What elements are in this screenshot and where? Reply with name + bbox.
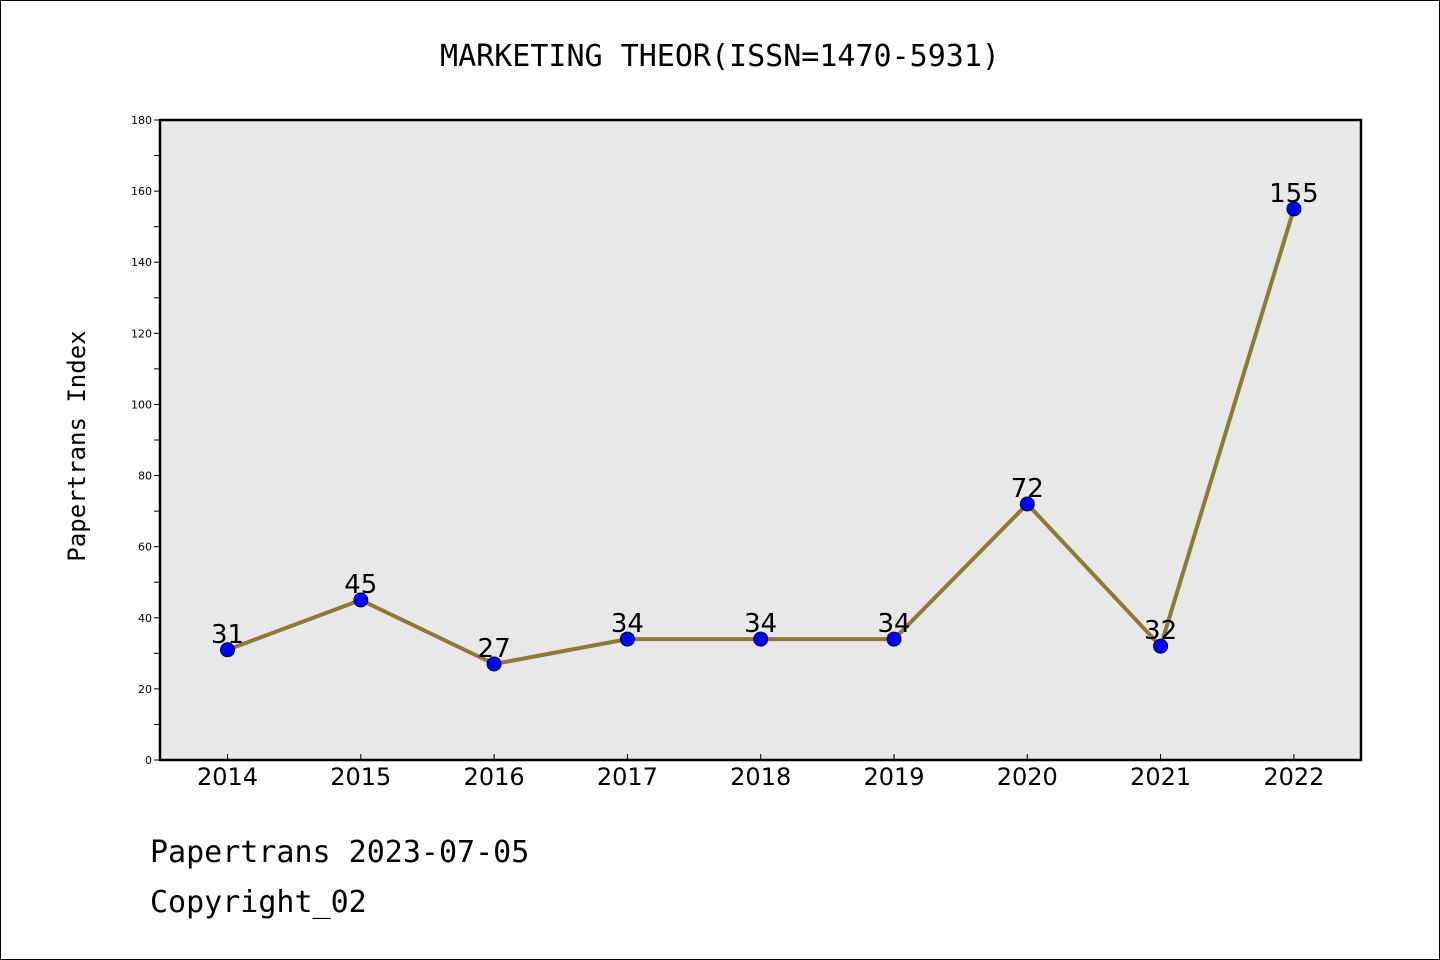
y-axis: 0 20 40 60 80 100 120 140 160 180	[131, 114, 160, 767]
x-tick-label: 2016	[464, 763, 525, 791]
x-tick-label: 2015	[330, 763, 391, 791]
data-labels: 31 45 27 34 34 34 72 32 155	[211, 179, 1319, 664]
y-tick-label: 180	[131, 114, 152, 127]
y-tick-label: 160	[131, 185, 152, 198]
x-tick-label: 2019	[863, 763, 924, 791]
y-tick-label: 120	[131, 327, 152, 340]
data-point	[1153, 638, 1169, 654]
data-label: 31	[211, 620, 244, 650]
x-tick-label: 2022	[1263, 763, 1324, 791]
x-tick-label: 2014	[197, 763, 258, 791]
y-tick-label: 0	[145, 754, 152, 767]
y-tick-label: 40	[138, 612, 152, 625]
y-tick-label: 100	[131, 398, 152, 411]
data-label: 27	[478, 634, 511, 664]
x-tick-label: 2020	[997, 763, 1058, 791]
data-label: 155	[1269, 179, 1319, 209]
data-point	[886, 631, 902, 647]
y-tick-label: 60	[138, 541, 152, 554]
data-point	[353, 592, 369, 608]
chart-title: MARKETING THEOR(ISSN=1470-5931)	[440, 39, 1000, 74]
plot-area	[158, 118, 1363, 762]
y-axis-label: Papertrans Index	[63, 330, 91, 561]
data-label: 34	[744, 609, 777, 639]
data-point	[486, 656, 502, 672]
data-point	[619, 631, 635, 647]
x-tick-label: 2018	[730, 763, 791, 791]
data-label: 34	[611, 609, 644, 639]
x-tick-label: 2021	[1130, 763, 1191, 791]
series-layer	[220, 201, 1302, 672]
footer-date: Papertrans 2023-07-05	[150, 835, 530, 870]
y-tick-label: 20	[138, 683, 152, 696]
y-tick-label: 80	[138, 470, 152, 483]
data-point	[753, 631, 769, 647]
data-point	[1019, 496, 1035, 512]
data-label: 34	[877, 609, 910, 639]
data-label: 45	[344, 570, 377, 600]
x-axis: 2014 2015 2016 2017 2018 2019 2020 2021 2022	[197, 754, 1324, 791]
data-point	[1286, 201, 1302, 217]
data-label: 72	[1011, 474, 1044, 504]
data-point	[220, 642, 235, 658]
data-label: 32	[1144, 616, 1177, 646]
footer-copyright: Copyright_02	[150, 885, 367, 920]
y-tick-label: 140	[131, 256, 152, 269]
x-tick-label: 2017	[597, 763, 658, 791]
